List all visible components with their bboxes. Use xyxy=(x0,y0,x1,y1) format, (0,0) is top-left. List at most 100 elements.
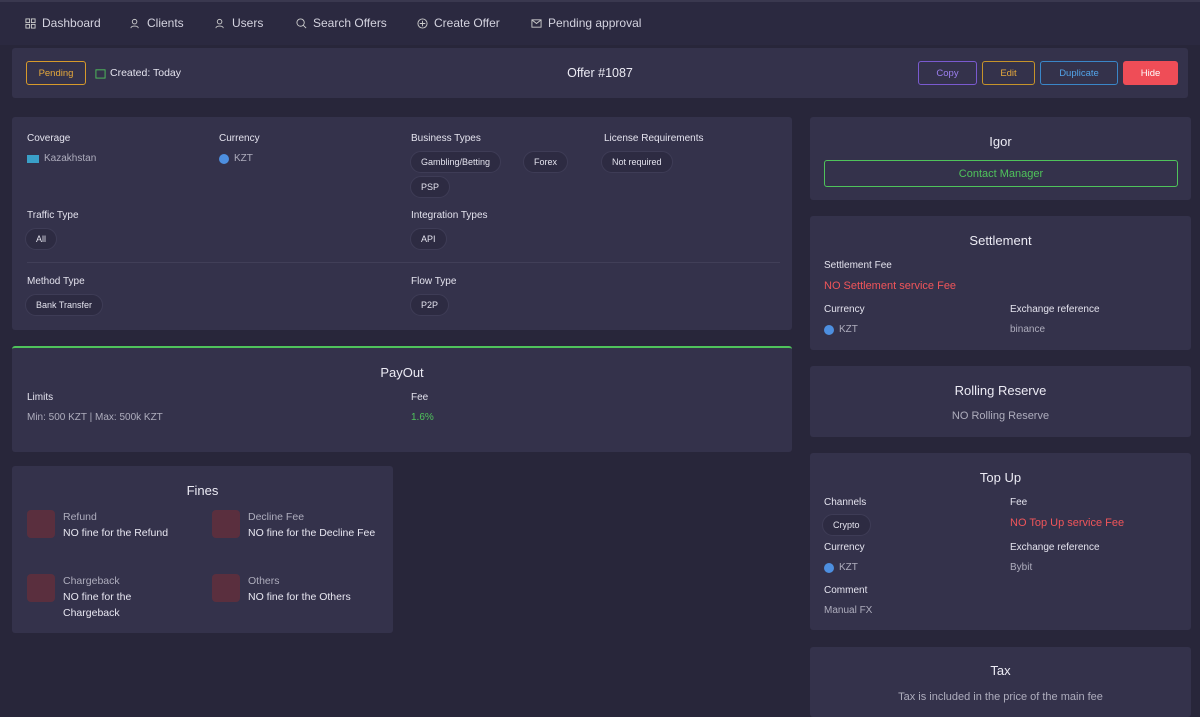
fine-icon xyxy=(212,510,240,538)
nav-label: Pending approval xyxy=(548,16,642,30)
field-label: Currency xyxy=(219,133,260,144)
created-text: Created: Today xyxy=(110,67,182,79)
fine-icon xyxy=(27,510,55,538)
field-value: Manual FX xyxy=(824,605,873,616)
fine-label: Others xyxy=(248,575,280,587)
field-label: Integration Types xyxy=(411,210,488,221)
field-label: Method Type xyxy=(27,276,85,287)
icon xyxy=(296,17,307,28)
chip: Forex xyxy=(523,151,569,173)
header-card: Pending Created: Today Offer #1087 Copy … xyxy=(12,48,1188,98)
nav-label: Dashboard xyxy=(42,16,101,30)
field-label: Limits xyxy=(27,392,54,403)
chip: Gambling/Betting xyxy=(410,151,502,173)
currency-icon xyxy=(824,324,834,335)
field-label: Exchange reference xyxy=(1010,542,1100,553)
currency-value: KZT xyxy=(839,324,858,335)
field-label: License Requirements xyxy=(604,133,704,144)
field-label: Channels xyxy=(824,497,867,508)
contact-button[interactable]: Contact Manager xyxy=(824,160,1178,187)
icon xyxy=(95,68,106,79)
fine-item: Chargeback NO fine for the Chargeback xyxy=(63,573,163,621)
icon xyxy=(215,18,224,28)
card-title: Top Up xyxy=(979,470,1022,485)
field-label: Fee xyxy=(1010,497,1028,508)
status-badge: Pending xyxy=(26,61,86,85)
nav-item[interactable]: Search Offers xyxy=(296,16,387,30)
fee-value: 1.6% xyxy=(411,412,434,423)
field-label: Flow Type xyxy=(411,276,457,287)
currency-value: KZT xyxy=(839,562,858,573)
chip: Crypto xyxy=(822,514,871,536)
settlement-card: Settlement Settlement Fee NO Settlement … xyxy=(810,216,1191,350)
offer-title: Offer #1087 xyxy=(567,66,633,80)
fine-item: Others NO fine for the Others xyxy=(248,573,378,605)
card-title: Settlement xyxy=(969,233,1032,248)
fine-text: NO fine for the Others xyxy=(248,591,351,603)
nav-item[interactable]: Pending approval xyxy=(531,16,641,30)
edit-button[interactable]: Edit xyxy=(982,61,1035,85)
tax-card: Tax Tax is included in the price of the … xyxy=(810,647,1191,717)
chip: PSP xyxy=(410,176,451,198)
field-value: KZT xyxy=(219,153,253,164)
chip: Bank Transfer xyxy=(25,294,104,316)
rolling-text: NO Rolling Reserve xyxy=(951,410,1050,422)
fines-card: Fines Refund NO fine for the Refund Decli… xyxy=(12,466,393,633)
nav-label: Create Offer xyxy=(434,16,500,30)
manager-name: Igor xyxy=(989,134,1012,149)
chip: API xyxy=(410,228,447,250)
fine-item: Refund NO fine for the Refund xyxy=(63,509,193,541)
nav-item[interactable]: Clients xyxy=(130,16,184,30)
fine-label: Chargeback xyxy=(63,575,120,587)
card-title: Fines xyxy=(186,483,219,498)
fine-item: Decline Fee NO fine for the Decline Fee xyxy=(248,509,378,541)
field-label: Business Types xyxy=(411,133,481,144)
chip: P2P xyxy=(410,294,450,316)
manager-card: Igor Contact Manager xyxy=(810,117,1191,200)
topup-card: Top Up Channels Crypto Fee NO Top Up ser… xyxy=(810,453,1191,630)
nav-item[interactable]: Create Offer xyxy=(417,16,500,30)
icon xyxy=(130,18,139,28)
field-label: Coverage xyxy=(27,133,71,144)
created-info: Created: Today xyxy=(95,67,181,79)
field-label: Traffic Type xyxy=(27,210,79,221)
field-label: Currency xyxy=(824,542,865,553)
flag xyxy=(27,154,39,163)
icon xyxy=(417,17,428,29)
card-title: PayOut xyxy=(380,365,424,380)
fine-text: NO fine for the Chargeback xyxy=(63,591,132,619)
nav-bar: Dashboard Clients Users Search Offers Cr… xyxy=(0,0,1200,45)
field-label: Exchange reference xyxy=(1010,304,1100,315)
card-title: Rolling Reserve xyxy=(954,383,1047,398)
rolling-card: Rolling Reserve NO Rolling Reserve xyxy=(810,366,1191,437)
fine-text: NO fine for the Decline Fee xyxy=(248,527,376,539)
copy-button[interactable]: Copy xyxy=(918,61,977,85)
field-value: KZT xyxy=(824,562,858,573)
field-value: Kazakhstan xyxy=(27,153,96,164)
nav-label: Users xyxy=(232,16,264,30)
hide-button[interactable]: Hide xyxy=(1123,61,1178,85)
chip: All xyxy=(25,228,58,250)
nav-label: Search Offers xyxy=(313,16,387,30)
duplicate-button[interactable]: Duplicate xyxy=(1040,61,1118,85)
details-card: Coverage Kazakhstan Currency KZT Busines… xyxy=(12,117,792,330)
nav-item[interactable]: Users xyxy=(215,16,263,30)
currency-value: KZT xyxy=(234,153,253,164)
icon xyxy=(531,18,542,28)
fine-label: Refund xyxy=(63,511,97,523)
fine-icon xyxy=(27,574,55,602)
fee-value: NO Settlement service Fee xyxy=(824,280,957,292)
nav-label: Clients xyxy=(147,16,184,30)
fine-text: NO fine for the Refund xyxy=(63,527,169,539)
currency-icon xyxy=(219,153,229,164)
card-title: Tax xyxy=(990,663,1011,678)
field-label: Comment xyxy=(824,585,868,596)
nav-item[interactable]: Dashboard xyxy=(25,16,101,30)
field-value: KZT xyxy=(824,324,858,335)
tax-text: Tax is included in the price of the main… xyxy=(898,691,1103,703)
currency-icon xyxy=(824,562,834,573)
payout-card: PayOut Limits Min: 500 KZT | Max: 500k K… xyxy=(12,346,792,452)
chip: Not required xyxy=(601,151,673,173)
fine-icon xyxy=(212,574,240,602)
